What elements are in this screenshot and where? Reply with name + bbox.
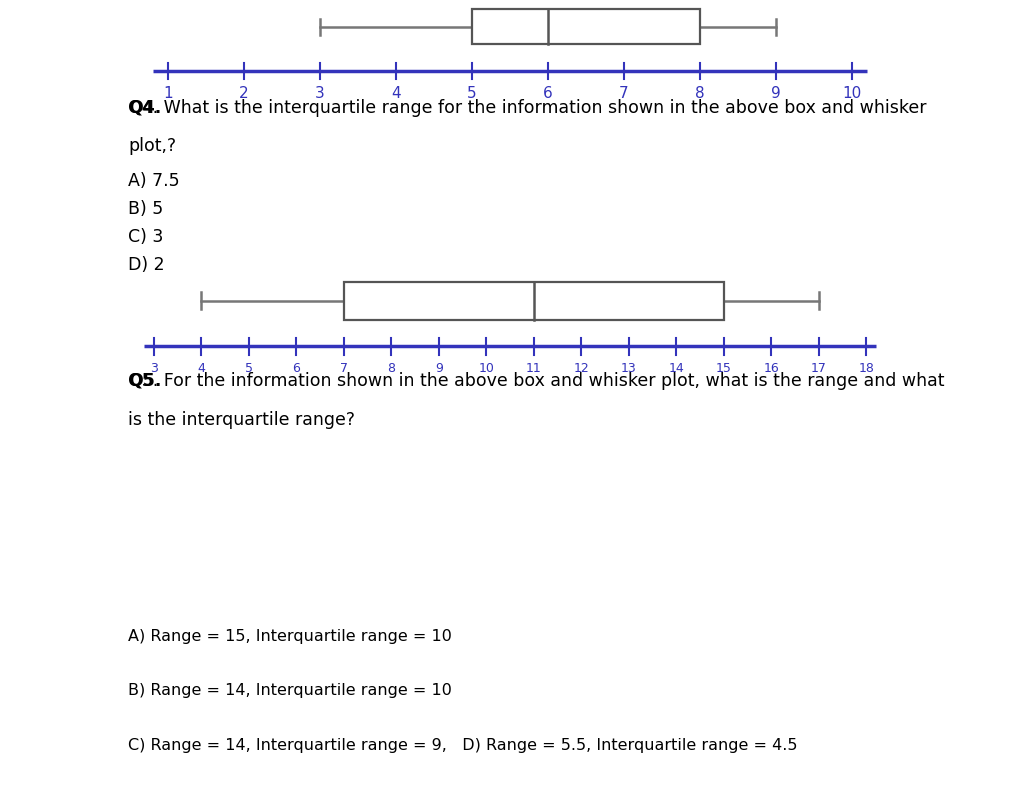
Text: 5: 5 [467, 86, 477, 101]
Text: Q5.: Q5. [128, 371, 162, 390]
Text: 14: 14 [669, 363, 684, 375]
Text: 4: 4 [198, 363, 205, 375]
Text: 17: 17 [811, 363, 826, 375]
Text: 6: 6 [543, 86, 553, 101]
Text: 2: 2 [240, 86, 249, 101]
Text: 7: 7 [340, 363, 348, 375]
Text: 9: 9 [435, 363, 442, 375]
Text: 10: 10 [478, 363, 495, 375]
Text: 4: 4 [391, 86, 400, 101]
Text: A) 7.5: A) 7.5 [128, 173, 179, 190]
Text: 5: 5 [245, 363, 253, 375]
Text: 11: 11 [526, 363, 542, 375]
Text: 18: 18 [858, 363, 874, 375]
Bar [344, 281, 724, 320]
Text: 15: 15 [716, 363, 732, 375]
Text: 6: 6 [292, 363, 300, 375]
Text: C) Range = 14, Interquartile range = 9,   D) Range = 5.5, Interquartile range = : C) Range = 14, Interquartile range = 9, … [128, 739, 798, 753]
Text: 8: 8 [695, 86, 705, 101]
Text: B) Range = 14, Interquartile range = 10: B) Range = 14, Interquartile range = 10 [128, 684, 452, 698]
Bar [472, 9, 700, 45]
Text: 12: 12 [573, 363, 589, 375]
Text: 16: 16 [763, 363, 779, 375]
Text: 3: 3 [150, 363, 158, 375]
Text: is the interquartile range?: is the interquartile range? [128, 411, 355, 429]
Text: 3: 3 [315, 86, 325, 101]
Text: 10: 10 [843, 86, 861, 101]
Text: Q4.: Q4. [128, 99, 161, 117]
Text: B) 5: B) 5 [128, 200, 163, 219]
Text: 8: 8 [387, 363, 395, 375]
Text: plot,?: plot,? [128, 138, 176, 155]
Text: 7: 7 [620, 86, 629, 101]
Text: Q5. For the information shown in the above box and whisker plot, what is the ran: Q5. For the information shown in the abo… [128, 371, 944, 390]
Text: 13: 13 [621, 363, 637, 375]
Text: C) 3: C) 3 [128, 228, 164, 246]
Text: A) Range = 15, Interquartile range = 10: A) Range = 15, Interquartile range = 10 [128, 629, 452, 643]
Text: 1: 1 [163, 86, 173, 101]
Text: D) 2: D) 2 [128, 256, 165, 274]
Text: Q4. What is the interquartile range for the information shown in the above box a: Q4. What is the interquartile range for … [128, 99, 927, 117]
Text: 9: 9 [771, 86, 781, 101]
